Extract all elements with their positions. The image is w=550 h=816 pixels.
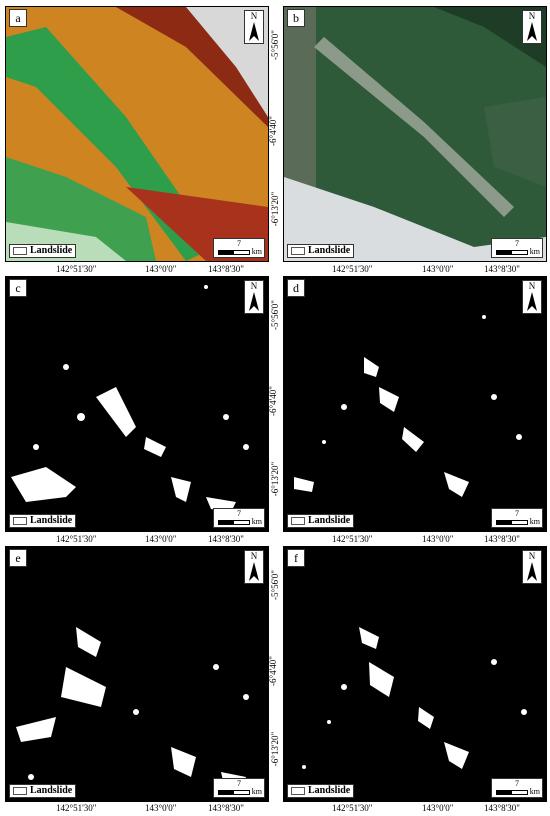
lon-tick: 142°51'30": [332, 803, 373, 813]
panel-label: c: [9, 279, 27, 297]
lon-tick: 143°8'30": [484, 803, 520, 813]
north-label: N: [250, 551, 258, 561]
lat-tick: -6°4'40": [267, 116, 278, 146]
legend: Landslide: [9, 244, 77, 258]
lon-tick: 142°51'30": [56, 264, 97, 274]
legend-swatch: [291, 787, 305, 795]
scale-value: 7: [515, 239, 519, 248]
panel-label: f: [287, 549, 305, 567]
lon-tick: 142°51'30": [56, 803, 97, 813]
scale-value: 7: [237, 239, 241, 248]
north-label: N: [250, 281, 258, 291]
panel-f-landslide-map: f N Landslide 7 km: [283, 546, 547, 802]
scale-bar: 7 km: [213, 778, 265, 798]
landslide-map-image: [6, 547, 268, 801]
scale-unit: km: [529, 517, 540, 526]
landslide-map-image: [284, 547, 546, 801]
lat-tick: -6°4'40": [267, 386, 278, 416]
panel-d-landslide-map: d N Landslide 7 km: [283, 276, 547, 532]
lon-tick: 142°51'30": [332, 264, 373, 274]
north-label: N: [528, 551, 536, 561]
panel-c-landslide-map: c N Landslide 7 km: [5, 276, 269, 532]
satellite-map-image: [284, 7, 546, 261]
scale-unit: km: [529, 787, 540, 796]
scale-bar: 7 km: [213, 508, 265, 528]
panel-b-satellite-map: b N Landslide 7 km: [283, 6, 547, 262]
north-label: N: [528, 11, 536, 21]
scale-bar: 7 km: [491, 508, 543, 528]
legend-swatch: [291, 517, 305, 525]
legend-label: Landslide: [30, 785, 73, 796]
legend: Landslide: [287, 784, 355, 798]
lon-tick: 143°0'0": [145, 803, 177, 813]
north-arrow-icon: N: [244, 280, 264, 314]
north-arrow-icon: N: [522, 550, 542, 584]
lon-tick: 143°0'0": [422, 264, 454, 274]
legend-swatch: [291, 247, 305, 255]
lon-tick: 143°8'30": [208, 803, 244, 813]
north-label: N: [528, 281, 536, 291]
scale-unit: km: [251, 247, 262, 256]
legend: Landslide: [9, 784, 77, 798]
lat-tick: -6°13'20": [0, 191, 3, 227]
elevation-map-image: [6, 7, 268, 261]
lon-tick: 143°8'30": [484, 264, 520, 274]
scale-value: 7: [237, 509, 241, 518]
lat-tick: -6°13'20": [270, 191, 281, 227]
panel-label: b: [287, 9, 305, 27]
legend: Landslide: [9, 514, 77, 528]
legend-swatch: [13, 787, 27, 795]
legend-label: Landslide: [308, 515, 351, 526]
lon-tick: 143°8'30": [208, 264, 244, 274]
panel-label: a: [9, 9, 27, 27]
scale-unit: km: [529, 247, 540, 256]
lat-tick: -5°56'0": [269, 300, 280, 330]
legend: Landslide: [287, 244, 355, 258]
lat-tick: -5°56'0": [269, 30, 280, 60]
lon-tick: 143°8'30": [484, 534, 520, 544]
legend-label: Landslide: [30, 245, 73, 256]
legend-swatch: [13, 247, 27, 255]
panel-label: e: [9, 549, 27, 567]
legend-label: Landslide: [308, 785, 351, 796]
scale-value: 7: [515, 509, 519, 518]
scale-value: 7: [237, 779, 241, 788]
lat-tick: -6°13'20": [0, 731, 3, 767]
lon-tick: 143°0'0": [145, 534, 177, 544]
north-arrow-icon: N: [522, 10, 542, 44]
lat-tick: -6°13'20": [270, 461, 281, 497]
lon-tick: 142°51'30": [332, 534, 373, 544]
lat-tick: -5°56'0": [0, 570, 2, 600]
scale-unit: km: [251, 517, 262, 526]
scale-bar: 7 km: [491, 238, 543, 258]
panel-a-elevation-map: a N Landslide 7 km: [5, 6, 269, 262]
north-arrow-icon: N: [244, 550, 264, 584]
legend-label: Landslide: [308, 245, 351, 256]
north-arrow-icon: N: [244, 10, 264, 44]
legend-swatch: [13, 517, 27, 525]
scale-bar: 7 km: [213, 238, 265, 258]
landslide-map-image: [284, 277, 546, 531]
panel-e-landslide-map: e N Landslide 7 km: [5, 546, 269, 802]
lat-tick: -6°13'20": [0, 461, 3, 497]
scale-value: 7: [515, 779, 519, 788]
legend-label: Landslide: [30, 515, 73, 526]
lon-tick: 142°51'30": [56, 534, 97, 544]
lat-tick: -5°56'0": [0, 300, 2, 330]
landslide-map-image: [6, 277, 268, 531]
lon-tick: 143°0'0": [422, 803, 454, 813]
lon-tick: 143°0'0": [422, 534, 454, 544]
panel-label: d: [287, 279, 305, 297]
lon-tick: 143°8'30": [208, 534, 244, 544]
lat-tick: -6°13'20": [270, 731, 281, 767]
lat-tick: -5°56'0": [0, 30, 2, 60]
north-label: N: [250, 11, 258, 21]
lat-tick: -5°56'0": [269, 570, 280, 600]
scale-unit: km: [251, 787, 262, 796]
lat-tick: -6°4'40": [267, 656, 278, 686]
legend: Landslide: [287, 514, 355, 528]
lon-tick: 143°0'0": [145, 264, 177, 274]
scale-bar: 7 km: [491, 778, 543, 798]
north-arrow-icon: N: [522, 280, 542, 314]
